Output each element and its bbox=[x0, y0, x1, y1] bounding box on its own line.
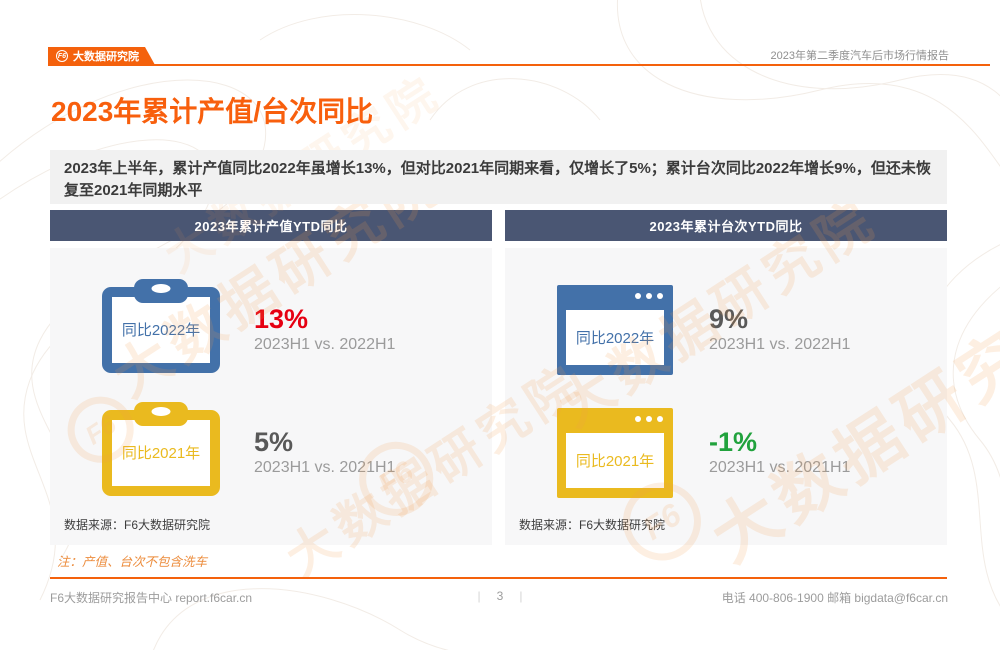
panel-header: 2023年累计产值YTD同比 bbox=[50, 210, 492, 241]
report-subtitle: 2023年第二季度汽车后市场行情报告 bbox=[770, 50, 949, 62]
clipboard-icon: 同比2021年 bbox=[102, 401, 220, 496]
panel-body: 同比2022年 13% 2023H1 vs. 2022H1 同比2021年 5% bbox=[50, 248, 492, 545]
clipboard-clip bbox=[134, 278, 188, 303]
stat-compare: 2023H1 vs. 2022H1 bbox=[709, 336, 851, 354]
footnote: 注：产值、台次不包含洗车 bbox=[57, 555, 208, 569]
data-source: 数据来源：F6大数据研究院 bbox=[519, 518, 666, 532]
stat-label: 同比2021年 bbox=[121, 445, 201, 462]
panel-output-value: 2023年累计产值YTD同比 同比2022年 13% 2023H1 vs. 20… bbox=[50, 210, 492, 545]
browser-window-icon: 同比2021年 bbox=[557, 407, 673, 498]
clipboard-icon: 同比2022年 bbox=[102, 278, 220, 373]
footer: F6大数据研究报告中心 report.f6car.cn | 3 | 电话 400… bbox=[0, 587, 1000, 607]
page-number: 3 bbox=[496, 589, 504, 603]
stat-vs-2022: 同比2022年 9% 2023H1 vs. 2022H1 bbox=[505, 282, 947, 377]
stat-vs-2022: 同比2022年 13% 2023H1 vs. 2022H1 bbox=[50, 278, 492, 377]
panel-header: 2023年累计台次YTD同比 bbox=[505, 210, 947, 241]
stat-value: -1% bbox=[709, 426, 758, 457]
browser-window-icon: 同比2022年 bbox=[557, 284, 673, 375]
stat-label: 同比2021年 bbox=[575, 452, 655, 470]
stat-compare: 2023H1 vs. 2022H1 bbox=[254, 336, 396, 354]
stat-value: 9% bbox=[709, 303, 749, 334]
brand-logo-text: 大数据研究院 bbox=[73, 51, 139, 63]
brand-logo-badge: F6 大数据研究院 bbox=[48, 47, 155, 65]
footer-divider: | bbox=[519, 589, 523, 603]
panel-unit-count: 2023年累计台次YTD同比 同比2022年 9% 2023H1 vs. 202… bbox=[505, 210, 947, 545]
stat-vs-2021: 同比2021年 -1% 2023H1 vs. 2021H1 bbox=[505, 405, 947, 500]
footer-rule bbox=[50, 577, 947, 579]
stat-compare: 2023H1 vs. 2021H1 bbox=[254, 459, 396, 477]
stat-label: 同比2022年 bbox=[121, 322, 201, 339]
stat-value: 5% bbox=[254, 426, 294, 457]
header-rule bbox=[48, 64, 990, 66]
footer-right-text: 电话 400-806-1900 邮箱 bigdata@f6car.cn bbox=[721, 591, 948, 605]
stat-compare: 2023H1 vs. 2021H1 bbox=[709, 459, 851, 477]
stat-value: 13% bbox=[254, 303, 309, 334]
page-title: 2023年累计产值/台次同比 bbox=[51, 96, 374, 127]
window-dots-icon bbox=[635, 292, 663, 299]
page-number-group: | 3 | bbox=[478, 589, 523, 603]
window-dots-icon bbox=[635, 415, 663, 422]
clipboard-clip bbox=[134, 401, 188, 426]
footer-divider: | bbox=[477, 589, 481, 603]
data-source: 数据来源：F6大数据研究院 bbox=[64, 518, 211, 532]
summary-callout: 2023年上半年，累计产值同比2022年虽增长13%，但对比2021年同期来看，… bbox=[50, 150, 947, 204]
panel-body: 同比2022年 9% 2023H1 vs. 2022H1 同比2021年 -1% bbox=[505, 248, 947, 545]
stat-vs-2021: 同比2021年 5% 2023H1 vs. 2021H1 bbox=[50, 401, 492, 500]
stat-label: 同比2022年 bbox=[575, 329, 655, 347]
f6-logo-icon: F6 bbox=[56, 50, 68, 62]
footer-left-text: F6大数据研究报告中心 report.f6car.cn bbox=[50, 591, 253, 605]
